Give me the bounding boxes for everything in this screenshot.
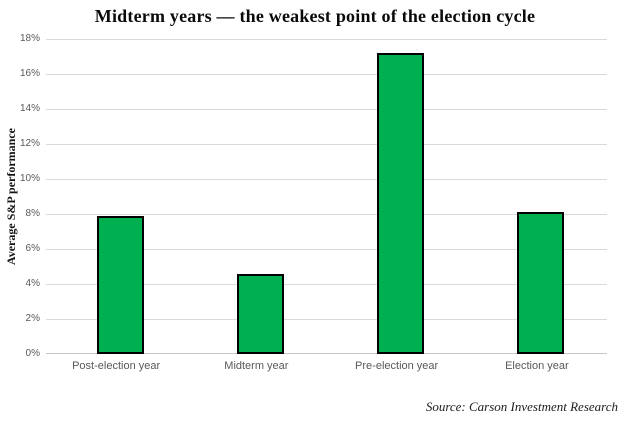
bar-election-year [517,212,565,354]
y-tick-label: 6% [25,243,40,254]
chart-title: Midterm years — the weakest point of the… [94,6,536,26]
gridline [46,179,607,180]
x-category-label: Election year [505,360,569,372]
y-tick-label: 2% [25,313,40,324]
gridline [46,74,607,75]
y-tick-label: 4% [25,278,40,289]
gridline [46,109,607,110]
plot-area [46,39,607,354]
x-category-label: Midterm year [224,360,289,372]
gridline [46,353,607,354]
gridline [46,249,607,250]
y-tick-label: 18% [19,33,40,44]
y-tick-label: 10% [19,173,40,184]
y-tick-label: 8% [25,208,40,219]
y-tick-label: 14% [19,103,40,114]
y-tick-label: 12% [19,138,40,149]
gridline [46,144,607,145]
gridline [46,39,607,40]
y-tick-label: 16% [19,68,40,79]
gridline [46,214,607,215]
bar-midterm-year [236,273,284,354]
gridline [46,319,607,320]
x-category-label: Post-election year [72,360,161,372]
y-axis-title: Average S&P performance [2,39,20,354]
source-text: Source: Carson Investment Research [425,399,618,414]
x-category-label: Pre-election year [355,360,439,372]
gridline [46,284,607,285]
y-tick-label: 0% [25,348,40,359]
bar-pre-election-year [377,53,425,354]
bar-post-election-year [96,215,144,354]
